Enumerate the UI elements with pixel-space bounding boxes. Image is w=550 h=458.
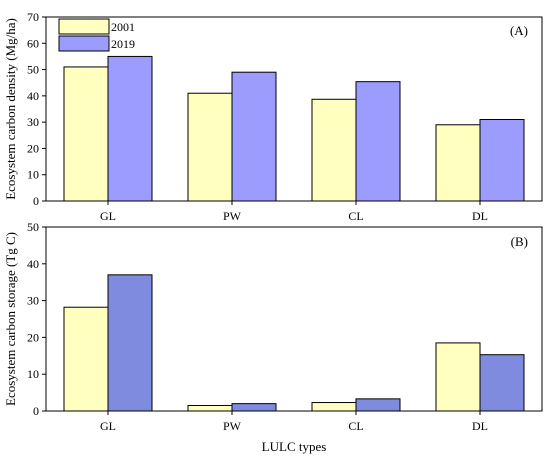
panel-a-bar-gl-2019 <box>107 55 153 202</box>
panel-b-plot-frame <box>45 226 543 412</box>
panel-a-legend: 2001 2019 <box>58 18 135 52</box>
panel-a-y-tick-label: 70 <box>27 10 39 24</box>
panel-a-y-tick-label: 20 <box>27 141 39 155</box>
panel-b-bar-cl-2019 <box>355 398 401 412</box>
panel-a-x-tick-label: CL <box>348 209 363 223</box>
panel-b-bar-pw-2019 <box>231 403 277 412</box>
panel-a-y-tick-label: 50 <box>27 63 39 77</box>
panel-a-bars <box>63 55 525 202</box>
legend-label-2019: 2019 <box>111 37 135 51</box>
panel-b-label: (B) <box>511 234 528 249</box>
panel-b-y-tick-label: 30 <box>27 294 39 308</box>
legend-swatch-2019 <box>58 35 110 52</box>
panel-a: 0 10 20 30 40 50 60 70 GL PW CL DL (A) Ecosystem c… <box>3 10 543 223</box>
legend-label-2001: 2001 <box>111 20 135 34</box>
panel-a-bar-cl-2019 <box>355 81 401 202</box>
panel-b-x-axis: GL PW CL DL <box>100 411 488 433</box>
panel-b-x-tick-label: CL <box>348 419 363 433</box>
panel-b-bar-pw-2001 <box>187 404 233 412</box>
panel-b-y-tick-label: 10 <box>27 367 39 381</box>
panel-a-y-tick-label: 0 <box>33 194 39 208</box>
panel-b-y-axis-label: Ecosystem carbon storage (Tg C) <box>3 232 18 406</box>
panel-b-bars <box>63 274 525 412</box>
panel-a-x-axis: GL PW CL DL <box>100 201 488 223</box>
panel-b-y-tick-label: 40 <box>27 257 39 271</box>
panel-b-bar-dl-2001 <box>435 342 481 412</box>
panel-b-y-tick-label: 50 <box>27 220 39 234</box>
panel-a-y-tick-label: 60 <box>27 36 39 50</box>
panel-b-y-tick-label: 0 <box>33 404 39 418</box>
panel-a-bar-pw-2001 <box>187 92 233 202</box>
panel-b: 0 10 20 30 40 50 GL PW CL DL (B) Ecosystem carbo… <box>3 220 543 433</box>
panel-a-y-tick-label: 10 <box>27 168 39 182</box>
panel-a-label: (A) <box>510 23 528 38</box>
panel-b-bar-cl-2001 <box>311 402 357 412</box>
panel-a-bar-pw-2019 <box>231 71 277 202</box>
panel-a-x-tick-label: PW <box>223 209 242 223</box>
panel-a-y-tick-label: 30 <box>27 115 39 129</box>
panel-b-x-tick-label: DL <box>472 419 488 433</box>
panel-a-y-tick-label: 40 <box>27 89 39 103</box>
panel-a-bar-dl-2001 <box>435 124 481 202</box>
panel-a-bar-cl-2001 <box>311 98 357 202</box>
panel-a-x-tick-label: DL <box>472 209 488 223</box>
panel-b-x-tick-label: GL <box>100 419 116 433</box>
panel-b-bar-gl-2001 <box>63 306 109 412</box>
panel-b-bar-gl-2019 <box>107 274 153 412</box>
panel-a-bar-dl-2019 <box>479 119 525 202</box>
panel-a-plot-frame <box>45 16 543 202</box>
panel-a-x-tick-label: GL <box>100 209 116 223</box>
panel-b-bar-dl-2019 <box>479 354 525 412</box>
panel-b-y-axis: 0 10 20 30 40 50 <box>27 220 46 418</box>
legend-swatch-2001 <box>58 18 110 35</box>
panel-a-bar-gl-2001 <box>63 66 109 202</box>
panel-a-y-axis-label: Ecosystem carbon density (Mg/ha) <box>3 18 18 200</box>
panel-b-x-tick-label: PW <box>223 419 242 433</box>
x-axis-title: LULC types <box>262 439 327 454</box>
panel-a-y-axis: 0 10 20 30 40 50 60 70 <box>27 10 46 208</box>
panel-b-y-tick-label: 20 <box>27 330 39 344</box>
